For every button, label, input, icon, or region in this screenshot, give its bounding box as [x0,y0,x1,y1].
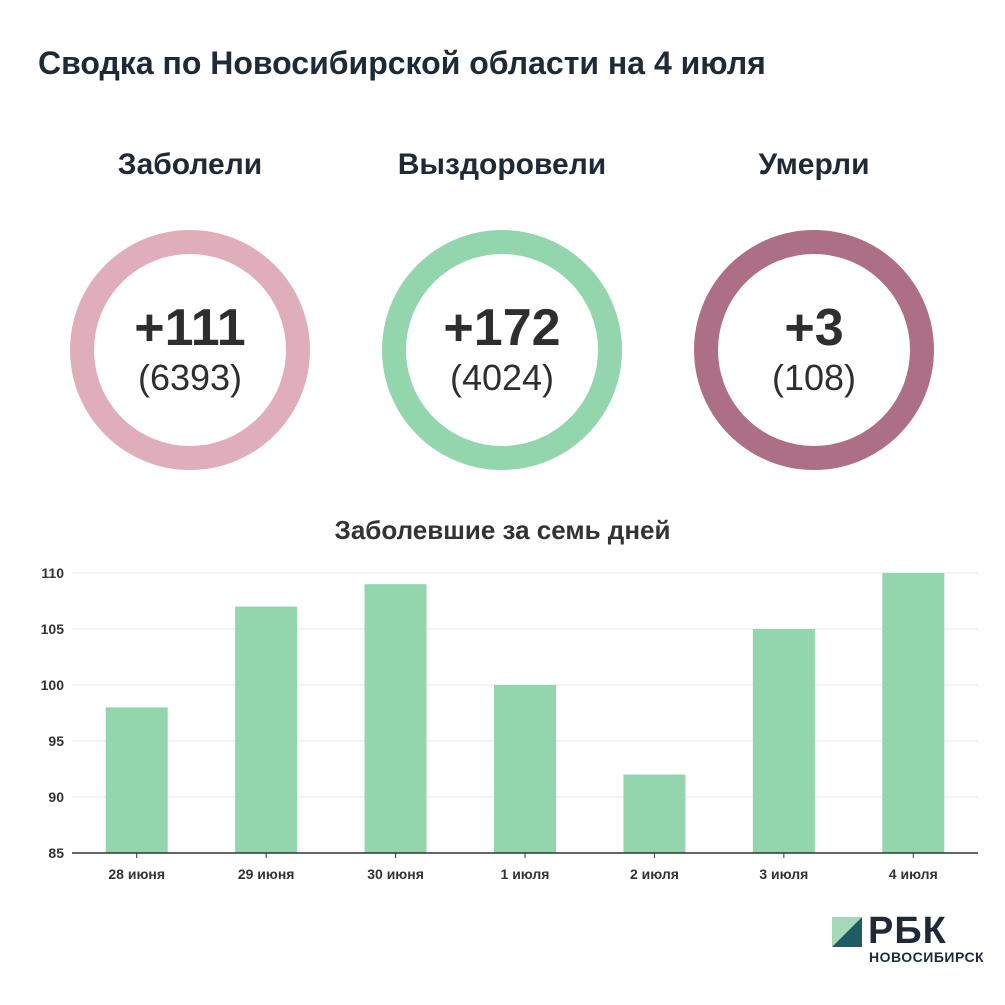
rbc-logo: РБК НОВОСИБИРСК [832,910,997,970]
bar-chart: 85 90 95 100 105 110 28 июня 29 июня 30 июня 1 ию… [41,565,978,882]
x-tick-label: 29 июня [238,866,295,882]
chart-title: Заболевшие за семь дней [334,515,671,545]
x-tick-label: 3 июля [759,866,808,882]
x-tick-label: 30 июня [367,866,424,882]
stat-infected-value: +111 [134,299,246,357]
y-tick-label: 110 [41,565,64,581]
logo-name: РБК [868,910,947,952]
page-title: Сводка по Новосибирской области на 4 июл… [38,45,766,81]
x-tick-label: 4 июля [889,866,938,882]
stat-infected-total: (6393) [137,357,243,398]
bar [623,774,686,853]
x-tick-label: 2 июля [630,866,679,882]
bar [752,629,815,853]
stat-deaths-label: Умерли [758,148,870,181]
stat-recovered-ring: +172 (4024) [382,230,622,470]
stat-infected-label: Заболели [117,148,263,181]
y-tick-label: 85 [48,845,64,861]
rbc-logo-icon [832,917,862,947]
y-tick-label: 95 [48,733,64,749]
x-tick-label: 1 июля [501,866,550,882]
stat-deaths-ring: +3 (108) [694,230,934,470]
stat-deaths: Умерли +3 (108) [684,140,944,470]
bar [494,685,556,853]
y-tick-label: 90 [48,789,64,805]
bar [105,707,168,853]
bar [882,573,945,853]
bar [364,584,427,853]
stat-infected-ring: +111 (6393) [70,230,310,470]
bar [235,606,298,853]
stat-deaths-total: (108) [771,357,857,398]
stat-recovered-label: Выздоровели [397,148,607,181]
y-tick-label: 100 [41,677,65,693]
x-tick-label: 28 июня [108,866,165,882]
stat-recovered-value: +172 [443,299,561,357]
logo-city: НОВОСИБИРСК [869,949,985,965]
y-tick-label: 105 [41,621,65,637]
stat-deaths-value: +3 [784,299,844,357]
stat-recovered: Выздоровели +172 (4024) [372,140,632,470]
stat-infected: Заболели +111 (6393) [60,140,320,470]
stat-recovered-total: (4024) [449,357,555,398]
